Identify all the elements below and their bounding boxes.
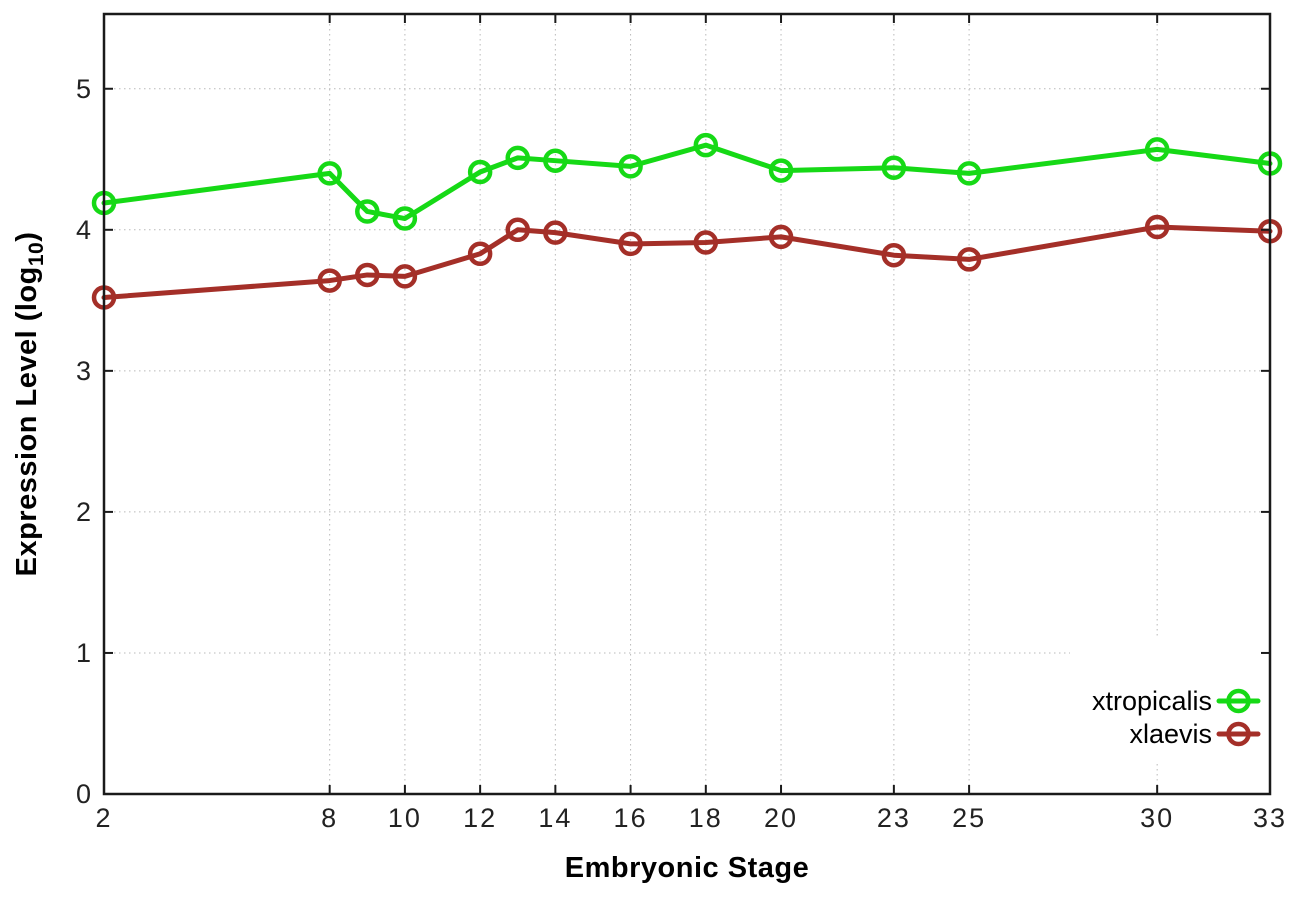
x-axis-title: Embryonic Stage (565, 852, 809, 884)
y-axis-title: Expression Level (log10) (11, 232, 48, 577)
data-point-marker-xtropicalis (768, 158, 794, 183)
data-point-marker-xtropicalis (317, 161, 342, 186)
data-point-marker-xtropicalis (956, 161, 982, 186)
legend-label-xlaevis: xlaevis (1129, 719, 1212, 749)
data-point-marker-xlaevis (392, 264, 418, 289)
data-point-marker-xlaevis (505, 217, 530, 243)
x-tick-label: 2 (95, 803, 112, 833)
data-point-marker-xtropicalis (693, 132, 719, 158)
y-tick-labels: 0 1 2 3 4 5 (76, 74, 93, 809)
data-point-marker-xtropicalis (1144, 137, 1170, 162)
x-tick-label: 10 (388, 803, 422, 833)
legend-marker-xlaevis (1226, 721, 1251, 747)
data-point-marker-xtropicalis (505, 145, 530, 171)
data-point-marker-xlaevis (467, 241, 493, 267)
data-point-marker-xlaevis (693, 230, 719, 255)
series-line-xlaevis (101, 224, 1273, 301)
y-tick-label: 0 (76, 779, 93, 809)
legend-label-xtropicalis: xtropicalis (1092, 686, 1212, 716)
y-tick-label: 4 (76, 215, 93, 245)
x-tick-label: 8 (321, 803, 338, 833)
x-tick-label: 33 (1253, 803, 1287, 833)
data-point-marker-xlaevis (355, 262, 380, 288)
y-tick-label: 1 (76, 638, 93, 668)
data-point-marker-xlaevis (956, 247, 982, 272)
y-axis-title-main: Expression Level (log (11, 266, 43, 576)
axis-ticks (103, 14, 1271, 795)
y-axis-title-close: ) (11, 232, 43, 242)
x-tick-label: 14 (538, 803, 572, 833)
data-point-marker-xtropicalis (355, 199, 380, 224)
data-point-marker-xlaevis (618, 231, 643, 257)
plot-border (102, 12, 1272, 796)
y-tick-label: 5 (76, 74, 93, 104)
data-point-marker-xtropicalis (881, 155, 907, 180)
data-point-marker-xtropicalis (467, 159, 493, 185)
x-tick-label: 12 (463, 803, 497, 833)
y-tick-label: 2 (76, 497, 93, 527)
y-axis-title-subscript: 10 (25, 242, 48, 266)
data-point-marker-xlaevis (543, 220, 568, 245)
x-tick-label: 30 (1140, 803, 1174, 833)
data-point-marker-xtropicalis (618, 154, 643, 179)
legend-marker-xtropicalis (1226, 688, 1251, 714)
data-point-marker-xlaevis (768, 224, 794, 250)
data-series (91, 132, 1283, 310)
series-line-xtropicalis (101, 142, 1273, 222)
x-tick-label: 23 (877, 803, 911, 833)
data-point-marker-xlaevis (317, 268, 342, 293)
x-tick-label: 25 (952, 803, 986, 833)
x-tick-label: 18 (689, 803, 723, 833)
y-tick-label: 3 (76, 356, 93, 386)
data-point-marker-xtropicalis (543, 148, 568, 173)
data-point-marker-xlaevis (1144, 214, 1170, 240)
x-tick-label: 20 (764, 803, 798, 833)
x-tick-label: 16 (614, 803, 648, 833)
data-point-marker-xtropicalis (392, 206, 418, 231)
x-tick-labels: 2 8 10 12 14 16 18 20 23 25 30 33 (95, 803, 1287, 833)
data-point-marker-xlaevis (881, 242, 907, 268)
